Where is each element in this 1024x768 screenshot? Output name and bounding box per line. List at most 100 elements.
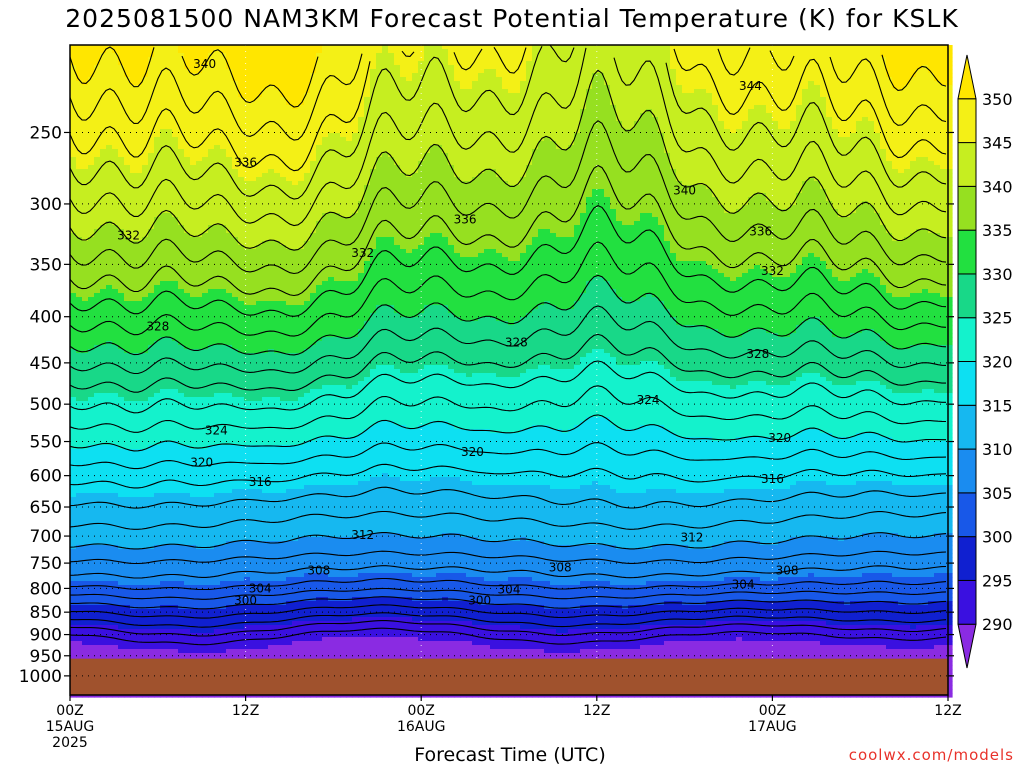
fill-cell xyxy=(694,109,701,114)
fill-cell xyxy=(160,161,167,166)
fill-cell xyxy=(196,165,203,170)
fill-cell xyxy=(688,61,695,66)
fill-cell xyxy=(388,105,395,110)
fill-cell xyxy=(160,141,167,146)
fill-cell xyxy=(280,169,287,174)
fill-cell xyxy=(190,93,197,98)
fill-cell xyxy=(244,121,251,126)
fill-cell xyxy=(334,173,341,178)
fill-cell xyxy=(634,173,641,178)
fill-cell xyxy=(136,133,143,138)
fill-cell xyxy=(550,77,557,82)
fill-cell xyxy=(436,121,443,126)
fill-cell xyxy=(502,89,509,94)
fill-cell xyxy=(100,113,107,118)
fill-cell xyxy=(166,153,173,158)
fill-cell xyxy=(406,97,413,102)
fill-cell xyxy=(808,61,815,66)
fill-cell xyxy=(172,53,179,58)
fill-cell xyxy=(478,157,485,162)
fill-cell xyxy=(490,129,497,134)
fill-cell xyxy=(850,77,857,82)
fill-cell xyxy=(832,97,839,102)
fill-cell xyxy=(466,117,473,122)
fill-cell xyxy=(298,77,305,82)
fill-cell xyxy=(658,165,665,170)
fill-cell xyxy=(466,125,473,130)
fill-cell xyxy=(700,81,707,86)
fill-cell xyxy=(568,157,575,162)
fill-cell xyxy=(598,129,605,134)
fill-cell xyxy=(124,45,131,50)
fill-cell xyxy=(274,157,281,162)
fill-cell xyxy=(856,65,863,70)
fill-cell xyxy=(496,69,503,74)
fill-cell xyxy=(94,141,101,146)
fill-cell xyxy=(778,129,785,134)
fill-cell xyxy=(868,161,875,166)
fill-cell xyxy=(574,157,581,162)
fill-cell xyxy=(202,161,209,166)
fill-cell xyxy=(346,137,353,142)
fill-cell xyxy=(538,117,545,122)
fill-cell xyxy=(682,109,689,114)
fill-cell xyxy=(496,89,503,94)
fill-cell xyxy=(148,137,155,142)
fill-cell xyxy=(748,45,755,50)
fill-cell xyxy=(850,57,857,62)
fill-cell xyxy=(406,45,413,50)
fill-cell xyxy=(664,157,671,162)
fill-cell xyxy=(712,133,719,138)
fill-cell xyxy=(238,73,245,78)
fill-cell xyxy=(760,77,767,82)
fill-cell xyxy=(478,145,485,150)
fill-cell xyxy=(172,149,179,154)
fill-cell xyxy=(832,105,839,110)
fill-cell xyxy=(652,129,659,134)
fill-cell xyxy=(682,117,689,122)
fill-cell xyxy=(94,121,101,126)
chart-title: 2025081500 NAM3KM Forecast Potential Tem… xyxy=(0,4,1024,33)
fill-cell xyxy=(658,157,665,162)
fill-cell xyxy=(76,133,83,138)
fill-cell xyxy=(946,157,953,162)
fill-cell xyxy=(184,109,191,114)
fill-cell xyxy=(412,65,419,70)
fill-cell xyxy=(448,125,455,130)
fill-cell xyxy=(682,89,689,94)
fill-cell xyxy=(130,113,137,118)
fill-cell xyxy=(544,101,551,106)
fill-cell xyxy=(754,117,761,122)
fill-cell xyxy=(286,145,293,150)
fill-cell xyxy=(508,45,515,50)
fill-cell xyxy=(634,149,641,154)
fill-cell xyxy=(490,69,497,74)
fill-cell xyxy=(130,65,137,70)
fill-cell xyxy=(334,117,341,122)
fill-cell xyxy=(784,121,791,126)
fill-cell xyxy=(946,77,953,82)
fill-cell xyxy=(718,169,725,174)
fill-cell xyxy=(928,93,935,98)
fill-cell xyxy=(802,105,809,110)
fill-cell xyxy=(790,121,797,126)
fill-cell xyxy=(838,57,845,62)
fill-cell xyxy=(598,57,605,62)
fill-cell xyxy=(424,153,431,158)
fill-cell xyxy=(898,161,905,166)
fill-cell xyxy=(820,145,827,150)
fill-cell xyxy=(556,113,563,118)
fill-cell xyxy=(724,149,731,154)
fill-cell xyxy=(328,65,335,70)
fill-cell xyxy=(802,129,809,134)
fill-cell xyxy=(172,133,179,138)
fill-cell xyxy=(136,157,143,162)
fill-cell xyxy=(766,157,773,162)
fill-cell xyxy=(412,93,419,98)
fill-cell xyxy=(772,153,779,158)
fill-cell xyxy=(784,169,791,174)
fill-cell xyxy=(478,125,485,130)
fill-cell xyxy=(634,109,641,114)
fill-cell xyxy=(448,49,455,54)
fill-cell xyxy=(934,113,941,118)
